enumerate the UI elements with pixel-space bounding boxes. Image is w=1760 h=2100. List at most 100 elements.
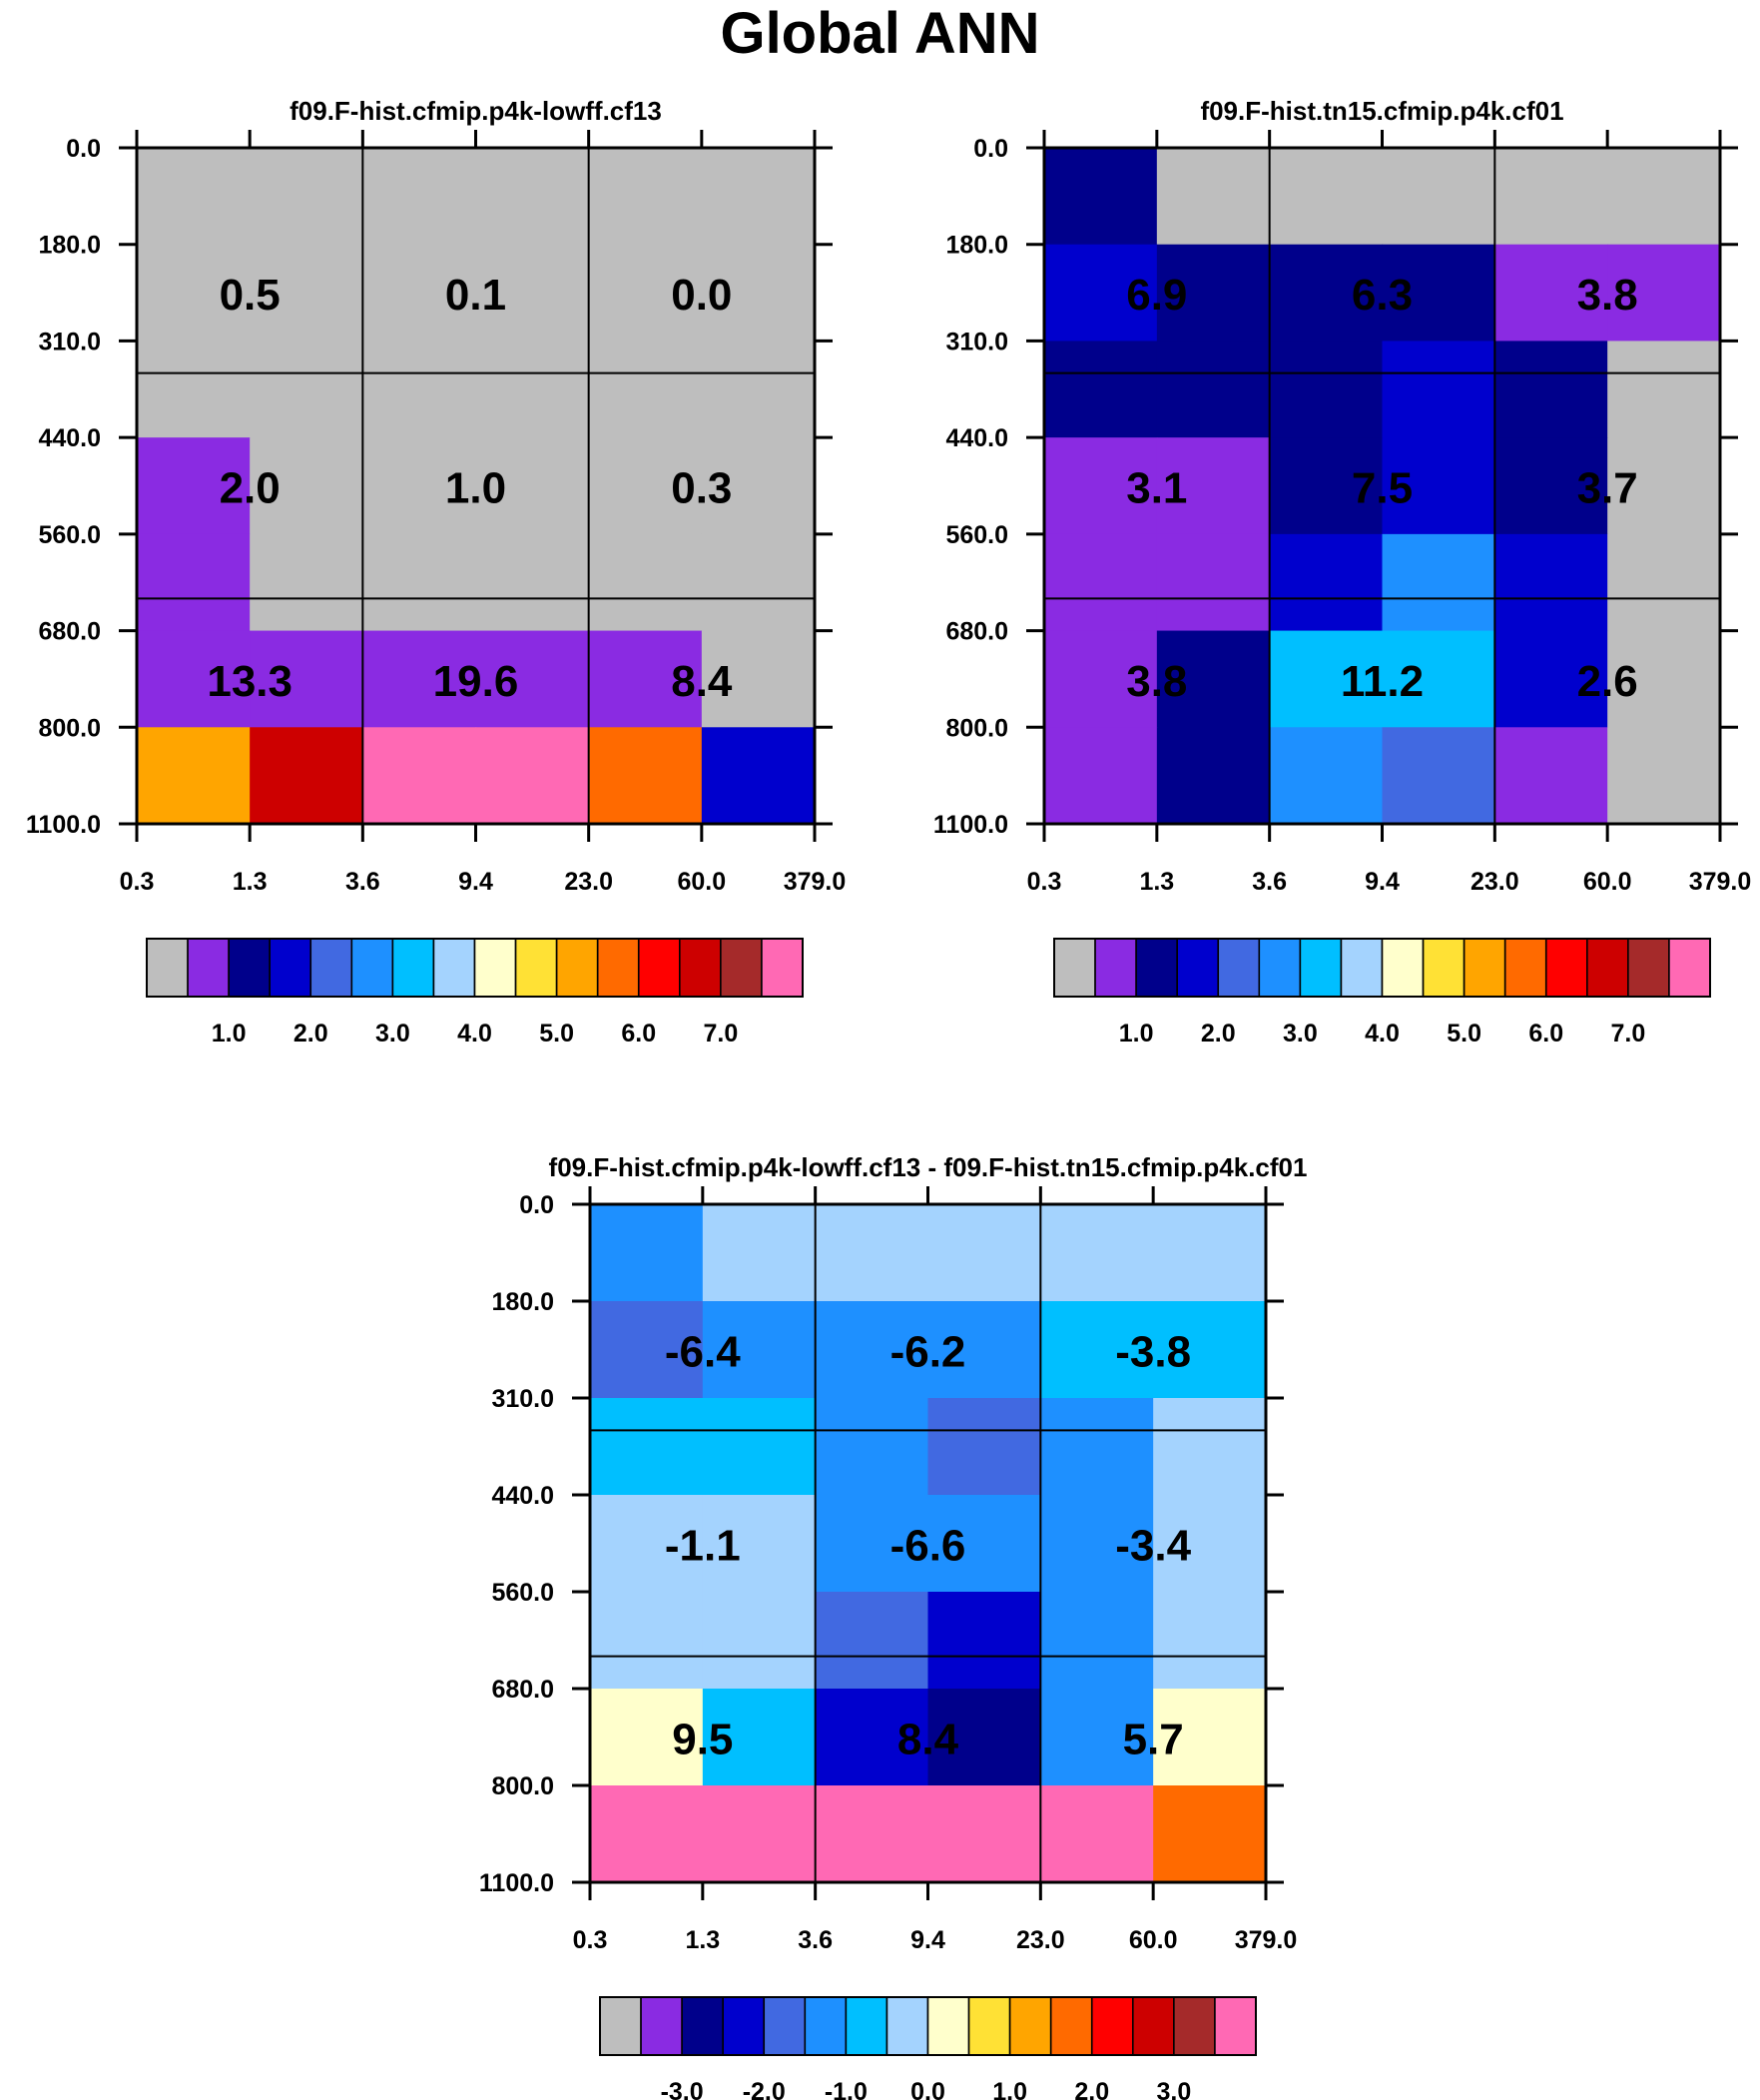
x-tick-label: 23.0	[1470, 868, 1519, 896]
cell	[702, 1689, 817, 1786]
cell	[1382, 148, 1495, 246]
cell	[1156, 244, 1271, 343]
cell	[1156, 727, 1271, 825]
cell-value-label: 9.5	[672, 1716, 733, 1764]
cell	[702, 1785, 817, 1883]
cell	[475, 533, 590, 632]
y-tick-label: 800.0	[38, 714, 101, 742]
figure-title: Global ANN	[720, 1, 1040, 66]
y-tick-label: 440.0	[945, 424, 1008, 452]
cell	[250, 437, 363, 535]
cell	[137, 341, 251, 438]
cell	[137, 437, 251, 535]
colorbar-swatch	[1586, 938, 1629, 998]
cell	[250, 630, 363, 728]
x-tick-label: 60.0	[1129, 1926, 1178, 1954]
cell	[1040, 1301, 1154, 1399]
colorbar-swatch	[432, 938, 476, 998]
panel-title: f09.F-hist.cfmip.p4k-lowff.cf13 - f09.F-…	[549, 1152, 1308, 1182]
cell	[1153, 1398, 1267, 1496]
cell	[1269, 630, 1384, 728]
cell	[1494, 148, 1608, 246]
colorbar-swatch	[1503, 938, 1547, 998]
cell	[362, 148, 477, 246]
colorbar-swatch	[1094, 938, 1137, 998]
colorbar-label: 4.0	[1365, 1020, 1400, 1048]
cell	[815, 1204, 929, 1302]
cell	[362, 244, 477, 343]
x-tick-label: 9.4	[458, 868, 493, 896]
colorbar-frame	[599, 1996, 1257, 2056]
cell-value-label: 0.0	[671, 271, 732, 320]
cell	[1494, 437, 1608, 535]
cell	[1494, 341, 1608, 438]
colorbar-swatch	[1627, 938, 1670, 998]
cell	[588, 341, 703, 438]
panel-title: f09.F-hist.cfmip.p4k-lowff.cf13	[290, 96, 662, 126]
cell	[1156, 341, 1271, 438]
cell	[1040, 1204, 1154, 1302]
cell	[475, 727, 590, 825]
x-tick-label: 9.4	[1365, 868, 1400, 896]
cell	[701, 244, 816, 343]
cell	[1494, 630, 1608, 728]
colorbar-swatch	[1132, 1996, 1175, 2056]
colorbar-swatch	[763, 1996, 807, 2056]
colorbar-swatch	[228, 938, 271, 998]
cell	[702, 1495, 817, 1593]
cell	[701, 437, 816, 535]
cell-value-label: -6.4	[665, 1328, 741, 1377]
cell-value-label: 2.0	[220, 464, 281, 513]
colorbar-swatch	[1299, 938, 1343, 998]
colorbar-swatch	[761, 938, 804, 998]
colorbar-swatch	[1176, 938, 1220, 998]
cell	[1269, 341, 1384, 438]
y-tick-label: 680.0	[945, 618, 1008, 646]
y-tick-label: 1100.0	[26, 811, 101, 839]
cell	[588, 533, 703, 632]
cell-value-label: 19.6	[433, 657, 519, 706]
cell	[702, 1301, 817, 1399]
colorbar-swatch	[555, 938, 599, 998]
colorbar-swatch	[804, 1996, 848, 2056]
cell-value-label: 3.8	[1126, 657, 1187, 706]
colorbar-label: 7.0	[703, 1020, 738, 1048]
colorbar-swatch	[1135, 938, 1178, 998]
cell	[1382, 630, 1495, 728]
cell	[927, 1592, 1041, 1690]
cell-value-label: -6.6	[890, 1522, 966, 1571]
cell-value-label: 1.0	[445, 464, 506, 513]
colorbar-swatch	[926, 1996, 970, 2056]
cell	[1494, 727, 1608, 825]
colorbar-swatch	[1008, 1996, 1052, 2056]
y-tick-label: 680.0	[38, 618, 101, 646]
cell	[1044, 244, 1158, 343]
cell	[1044, 727, 1158, 825]
cell-value-label: 8.4	[671, 657, 733, 706]
x-tick-label: 60.0	[677, 868, 726, 896]
cell	[1382, 437, 1495, 535]
cell	[137, 630, 251, 728]
y-tick-label: 310.0	[491, 1385, 554, 1413]
colorbar-swatch	[1090, 1996, 1134, 2056]
cell	[1494, 244, 1608, 343]
colorbar-swatch	[350, 938, 394, 998]
cell	[475, 630, 590, 728]
colorbar-label: 6.0	[1528, 1020, 1563, 1048]
cell	[1269, 148, 1384, 246]
cell	[362, 533, 477, 632]
colorbar-label: -1.0	[825, 2078, 868, 2100]
cell	[701, 148, 816, 246]
colorbar-swatch	[722, 1996, 766, 2056]
y-tick-label: 180.0	[38, 232, 101, 260]
colorbar-swatch	[473, 938, 517, 998]
cell-value-label: 6.9	[1126, 271, 1187, 320]
cell	[1153, 1301, 1267, 1399]
cell-value-label: -6.2	[890, 1328, 966, 1377]
cell	[1153, 1689, 1267, 1786]
colorbar-swatch	[596, 938, 640, 998]
colorbar-label: 0.0	[910, 2078, 945, 2100]
colorbar-label: 2.0	[1201, 1020, 1236, 1048]
x-tick-label: 0.3	[120, 868, 155, 896]
cell	[815, 1592, 929, 1690]
